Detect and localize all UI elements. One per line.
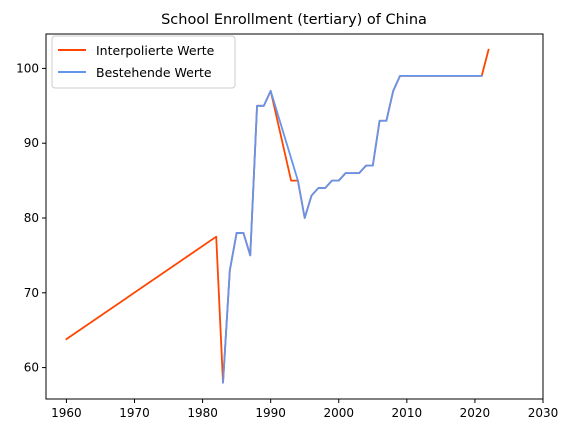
- chart-title: School Enrollment (tertiary) of China: [161, 12, 427, 28]
- x-tick-label: 2020: [460, 406, 491, 420]
- y-tick-label: 60: [24, 361, 39, 375]
- y-tick-label: 90: [24, 136, 39, 150]
- series-line-bestehende: [222, 74, 483, 384]
- x-tick-label: 1970: [119, 406, 150, 420]
- x-tick-label: 2000: [323, 406, 354, 420]
- legend: Interpolierte Werte Bestehende Werte: [51, 35, 236, 89]
- y-tick-label: 100: [16, 61, 39, 75]
- x-tick-label: 1980: [187, 406, 218, 420]
- x-tick-label: 2030: [528, 406, 559, 420]
- series-line-interpolierte: [65, 48, 490, 384]
- legend-box: [51, 35, 236, 89]
- x-tick-label: 1960: [51, 406, 82, 420]
- y-tick-label: 80: [24, 211, 39, 225]
- legend-label-bestehende: Bestehende Werte: [96, 65, 212, 80]
- x-axis: 1960 1970 1980 1990 2000 2010 2020 2030: [51, 399, 558, 420]
- legend-label-interpolierte: Interpolierte Werte: [96, 43, 215, 58]
- x-tick-label: 1990: [255, 406, 286, 420]
- plot-series: [65, 48, 490, 384]
- y-tick-label: 70: [24, 286, 39, 300]
- x-tick-label: 2010: [392, 406, 423, 420]
- plot-frame: [45, 33, 544, 400]
- y-axis: 60 70 80 90 100: [16, 61, 46, 375]
